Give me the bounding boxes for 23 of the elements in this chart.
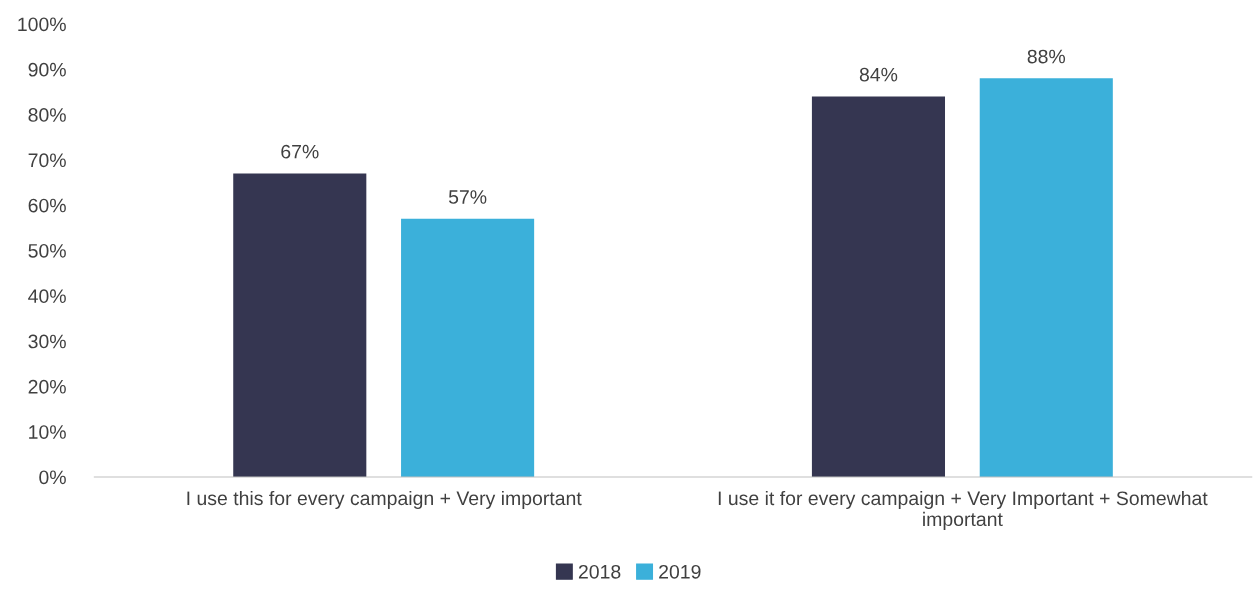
bar	[401, 218, 535, 477]
y-tick-label: 40%	[28, 289, 66, 304]
legend-label: 2018	[578, 564, 621, 579]
x-tick-label: I use this for every campaign + Very important	[187, 490, 582, 510]
data-label: 57%	[448, 190, 487, 204]
y-tick-label: 60%	[28, 198, 66, 213]
y-tick-label: 10%	[29, 425, 66, 439]
data-label: 67%	[281, 144, 319, 159]
y-tick-label: 30%	[28, 334, 66, 349]
y-tick-label: 90%	[28, 62, 66, 77]
bar	[233, 173, 367, 477]
data-label: 88%	[1027, 49, 1066, 64]
y-tick-label: 70%	[28, 153, 66, 168]
y-tick-label: 20%	[28, 379, 66, 394]
y-tick-label: 100%	[18, 17, 66, 32]
y-tick-label: 80%	[28, 108, 66, 122]
bar	[979, 78, 1113, 477]
y-tick-label: 0%	[39, 470, 66, 485]
y-tick-label: 50%	[28, 243, 66, 258]
x-tick-label: I use it for every campaign + Very Important + Somewhat important	[718, 490, 1208, 530]
bar	[811, 96, 946, 477]
legend-label: 2019	[659, 564, 701, 579]
data-label: 84%	[859, 67, 898, 82]
